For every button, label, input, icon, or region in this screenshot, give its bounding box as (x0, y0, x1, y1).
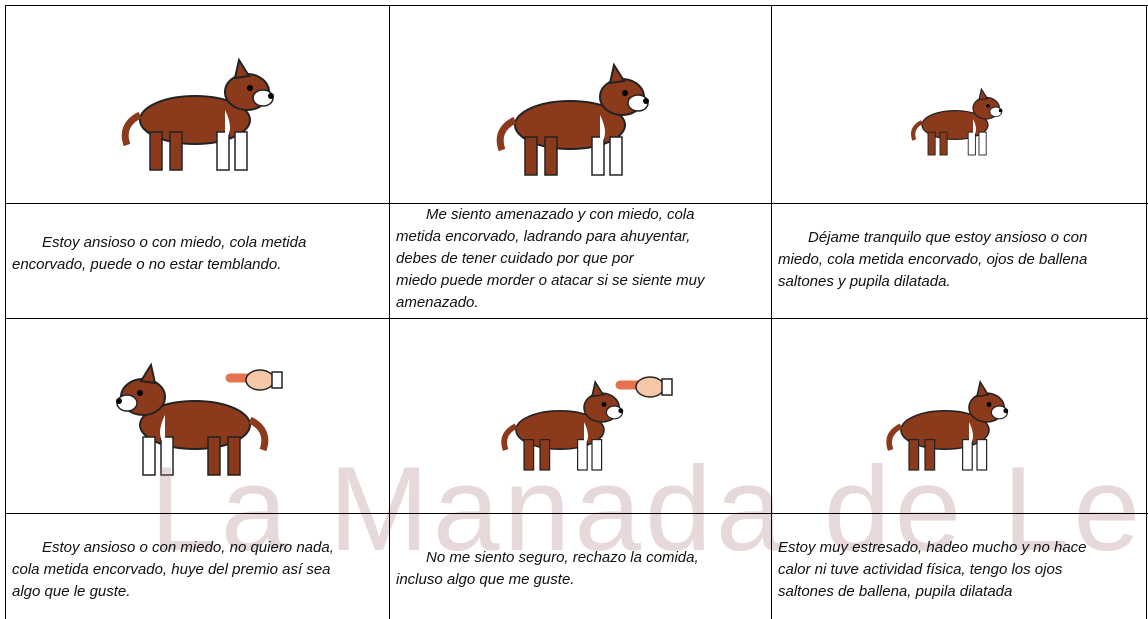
dog-illustration (913, 89, 1002, 155)
table-border (5, 5, 1148, 6)
caption-line: No me siento seguro, rechazo la comida, (426, 549, 699, 566)
treat-illustration (230, 370, 282, 390)
caption-line: encorvado, puede o no estar temblando. (12, 256, 282, 273)
caption-line: Estoy ansioso o con miedo, no quiero nad… (42, 539, 334, 556)
caption-line: saltones y pupila dilatada. (778, 273, 951, 290)
caption-line: Me siento amenazado y con miedo, cola (426, 206, 695, 223)
caption-line: amenazado. (396, 294, 479, 311)
caption-line: metida encorvado, ladrando para ahuyenta… (396, 228, 691, 245)
table-border (5, 513, 1148, 514)
caption: Déjame tranquilo que estoy ansioso o con… (778, 227, 1087, 293)
caption: No me siento seguro, rechazo la comida, … (396, 547, 699, 591)
caption-line: calor ni tuve actividad física, tengo lo… (778, 561, 1063, 578)
table-border (5, 318, 1148, 319)
caption-line: Estoy ansioso o con miedo, cola metida (42, 234, 307, 251)
caption-line: saltones de ballena, pupila dilatada (778, 583, 1013, 600)
table-border (5, 203, 1148, 204)
caption-line: Estoy muy estresado, hadeo mucho y no ha… (778, 539, 1087, 556)
caption-line: incluso algo que me guste. (396, 571, 575, 588)
caption: Me siento amenazado y con miedo, cola me… (396, 204, 705, 314)
table-border (5, 5, 6, 619)
caption: Estoy ansioso o con miedo, no quiero nad… (12, 537, 334, 603)
watermark: La Manada de Leo (150, 442, 1148, 576)
caption-line: debes de tener cuidado por que por (396, 250, 634, 267)
caption-line: cola metida encorvado, huye del premio a… (12, 561, 331, 578)
caption-line: miedo puede morder o atacar si se siente… (396, 272, 705, 289)
table-border (771, 5, 772, 619)
table-border (389, 5, 390, 619)
caption-line: algo que le guste. (12, 583, 131, 600)
table-border (1146, 5, 1147, 619)
dog-illustration (500, 65, 649, 175)
caption-line: Déjame tranquilo que estoy ansioso o con (808, 229, 1088, 246)
caption: Estoy muy estresado, hadeo mucho y no ha… (778, 537, 1087, 603)
caption: Estoy ansioso o con miedo, cola metida e… (12, 232, 306, 276)
treat-illustration (620, 377, 672, 397)
caption-line: miedo, cola metida encorvado, ojos de ba… (778, 251, 1088, 268)
dog-illustration (125, 60, 274, 170)
